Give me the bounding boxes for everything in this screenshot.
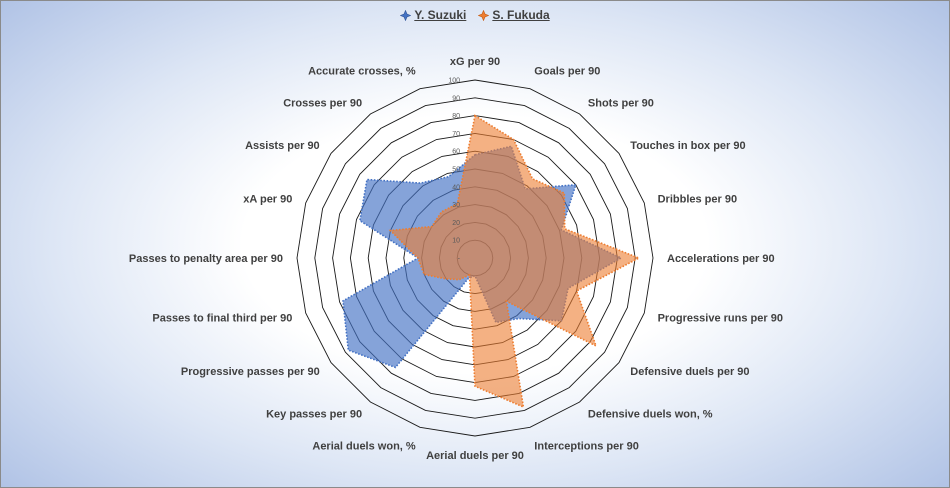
legend-label-series-1: Y. Suzuki	[414, 8, 467, 22]
category-label: Accurate crosses, %	[308, 65, 416, 77]
category-label: Passes to penalty area per 90	[129, 253, 283, 265]
legend-label-series-2: S. Fukuda	[492, 8, 550, 22]
tick-label: 10	[452, 238, 460, 245]
category-label: Interceptions per 90	[534, 441, 639, 453]
category-label: Assists per 90	[245, 140, 320, 152]
grid-ring	[314, 97, 636, 419]
legend-marker-series-1	[400, 9, 412, 21]
tick-label: 60	[452, 149, 460, 156]
tick-label: 70	[452, 131, 460, 138]
tick-label: 20	[452, 220, 460, 227]
category-label: Accelerations per 90	[667, 253, 775, 265]
tick-label: -	[458, 256, 461, 263]
category-labels: xG per 90 Goals per 90 Shots per 90 Touches…	[129, 56, 783, 462]
category-label: Progressive runs per 90	[658, 312, 783, 324]
category-label: Shots per 90	[588, 98, 654, 110]
legend: Y. Suzuki S. Fukuda	[1, 8, 949, 22]
tick-label: 90	[452, 95, 460, 102]
tick-label: 50	[452, 167, 460, 174]
category-label: Progressive passes per 90	[181, 366, 320, 378]
legend-entry-series-1[interactable]: Y. Suzuki	[400, 8, 466, 22]
tick-label: 30	[452, 202, 460, 209]
grid-ring	[332, 115, 618, 401]
category-label: xA per 90	[243, 194, 292, 206]
legend-entry-series-2[interactable]: S. Fukuda	[478, 8, 550, 22]
category-label: Goals per 90	[534, 65, 600, 77]
category-label: xG per 90	[450, 56, 500, 68]
tick-label: 80	[452, 113, 460, 120]
radial-tick-labels: - 10 20 30 40 50 60 70 80 90 100	[448, 78, 460, 263]
category-label: Dribbles per 90	[658, 194, 737, 206]
category-label: Touches in box per 90	[630, 140, 745, 152]
category-label: Passes to final third per 90	[152, 312, 292, 324]
series-area-2	[388, 114, 641, 409]
category-label: Key passes per 90	[266, 408, 362, 420]
category-label: Defensive duels per 90	[630, 366, 749, 378]
category-label: Defensive duels won, %	[588, 408, 713, 420]
grid-ring	[296, 79, 654, 437]
category-label: Crosses per 90	[283, 98, 362, 110]
category-label: Aerial duels per 90	[426, 450, 524, 462]
tick-label: 40	[452, 184, 460, 191]
legend-marker-series-2	[478, 9, 490, 21]
radar-series	[342, 114, 641, 409]
category-label: Aerial duels won, %	[312, 441, 416, 453]
tick-label: 100	[448, 78, 460, 85]
